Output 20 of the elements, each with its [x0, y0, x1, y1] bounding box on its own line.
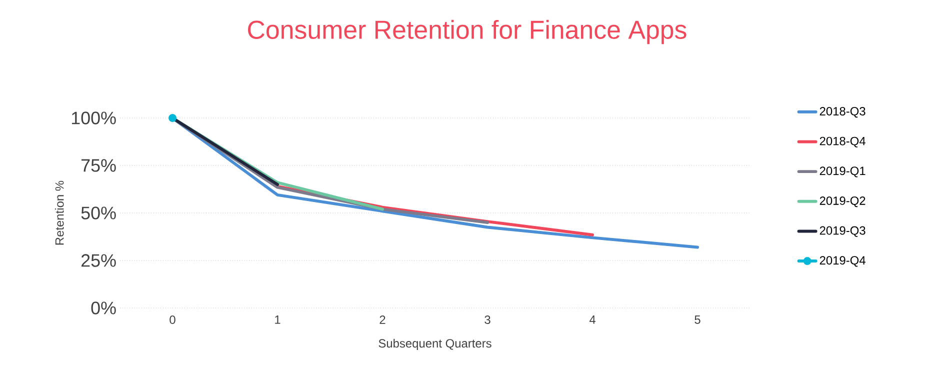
- x-tick-label: 2: [380, 316, 386, 324]
- x-tick-label: 4: [589, 316, 596, 324]
- y-axis-title: Retention %: [55, 180, 64, 245]
- y-tick-label: 0%: [91, 302, 116, 314]
- y-tick-label: 50%: [81, 206, 116, 220]
- legend-label: 2018-Q4: [820, 136, 866, 148]
- y-tick-label: 25%: [82, 254, 116, 267]
- x-tick-label: 1: [275, 316, 280, 324]
- x-axis-title: Subsequent Quarters: [378, 338, 492, 350]
- y-tick-label: 100%: [72, 112, 116, 124]
- x-tick-label: 5: [694, 316, 700, 324]
- x-tick-label: 0: [170, 316, 176, 324]
- legend-label: 2018-Q3: [820, 106, 866, 118]
- legend-label: 2019-Q1: [820, 166, 866, 178]
- chart-title: Consumer Retention for Finance Apps: [248, 20, 686, 44]
- x-tick-label: 3: [484, 316, 490, 324]
- y-tick-label: 75%: [82, 159, 116, 172]
- legend-label: 2019-Q2: [820, 196, 866, 208]
- legend-label: 2019-Q3: [820, 226, 866, 237]
- legend-label: 2019-Q4: [820, 256, 866, 267]
